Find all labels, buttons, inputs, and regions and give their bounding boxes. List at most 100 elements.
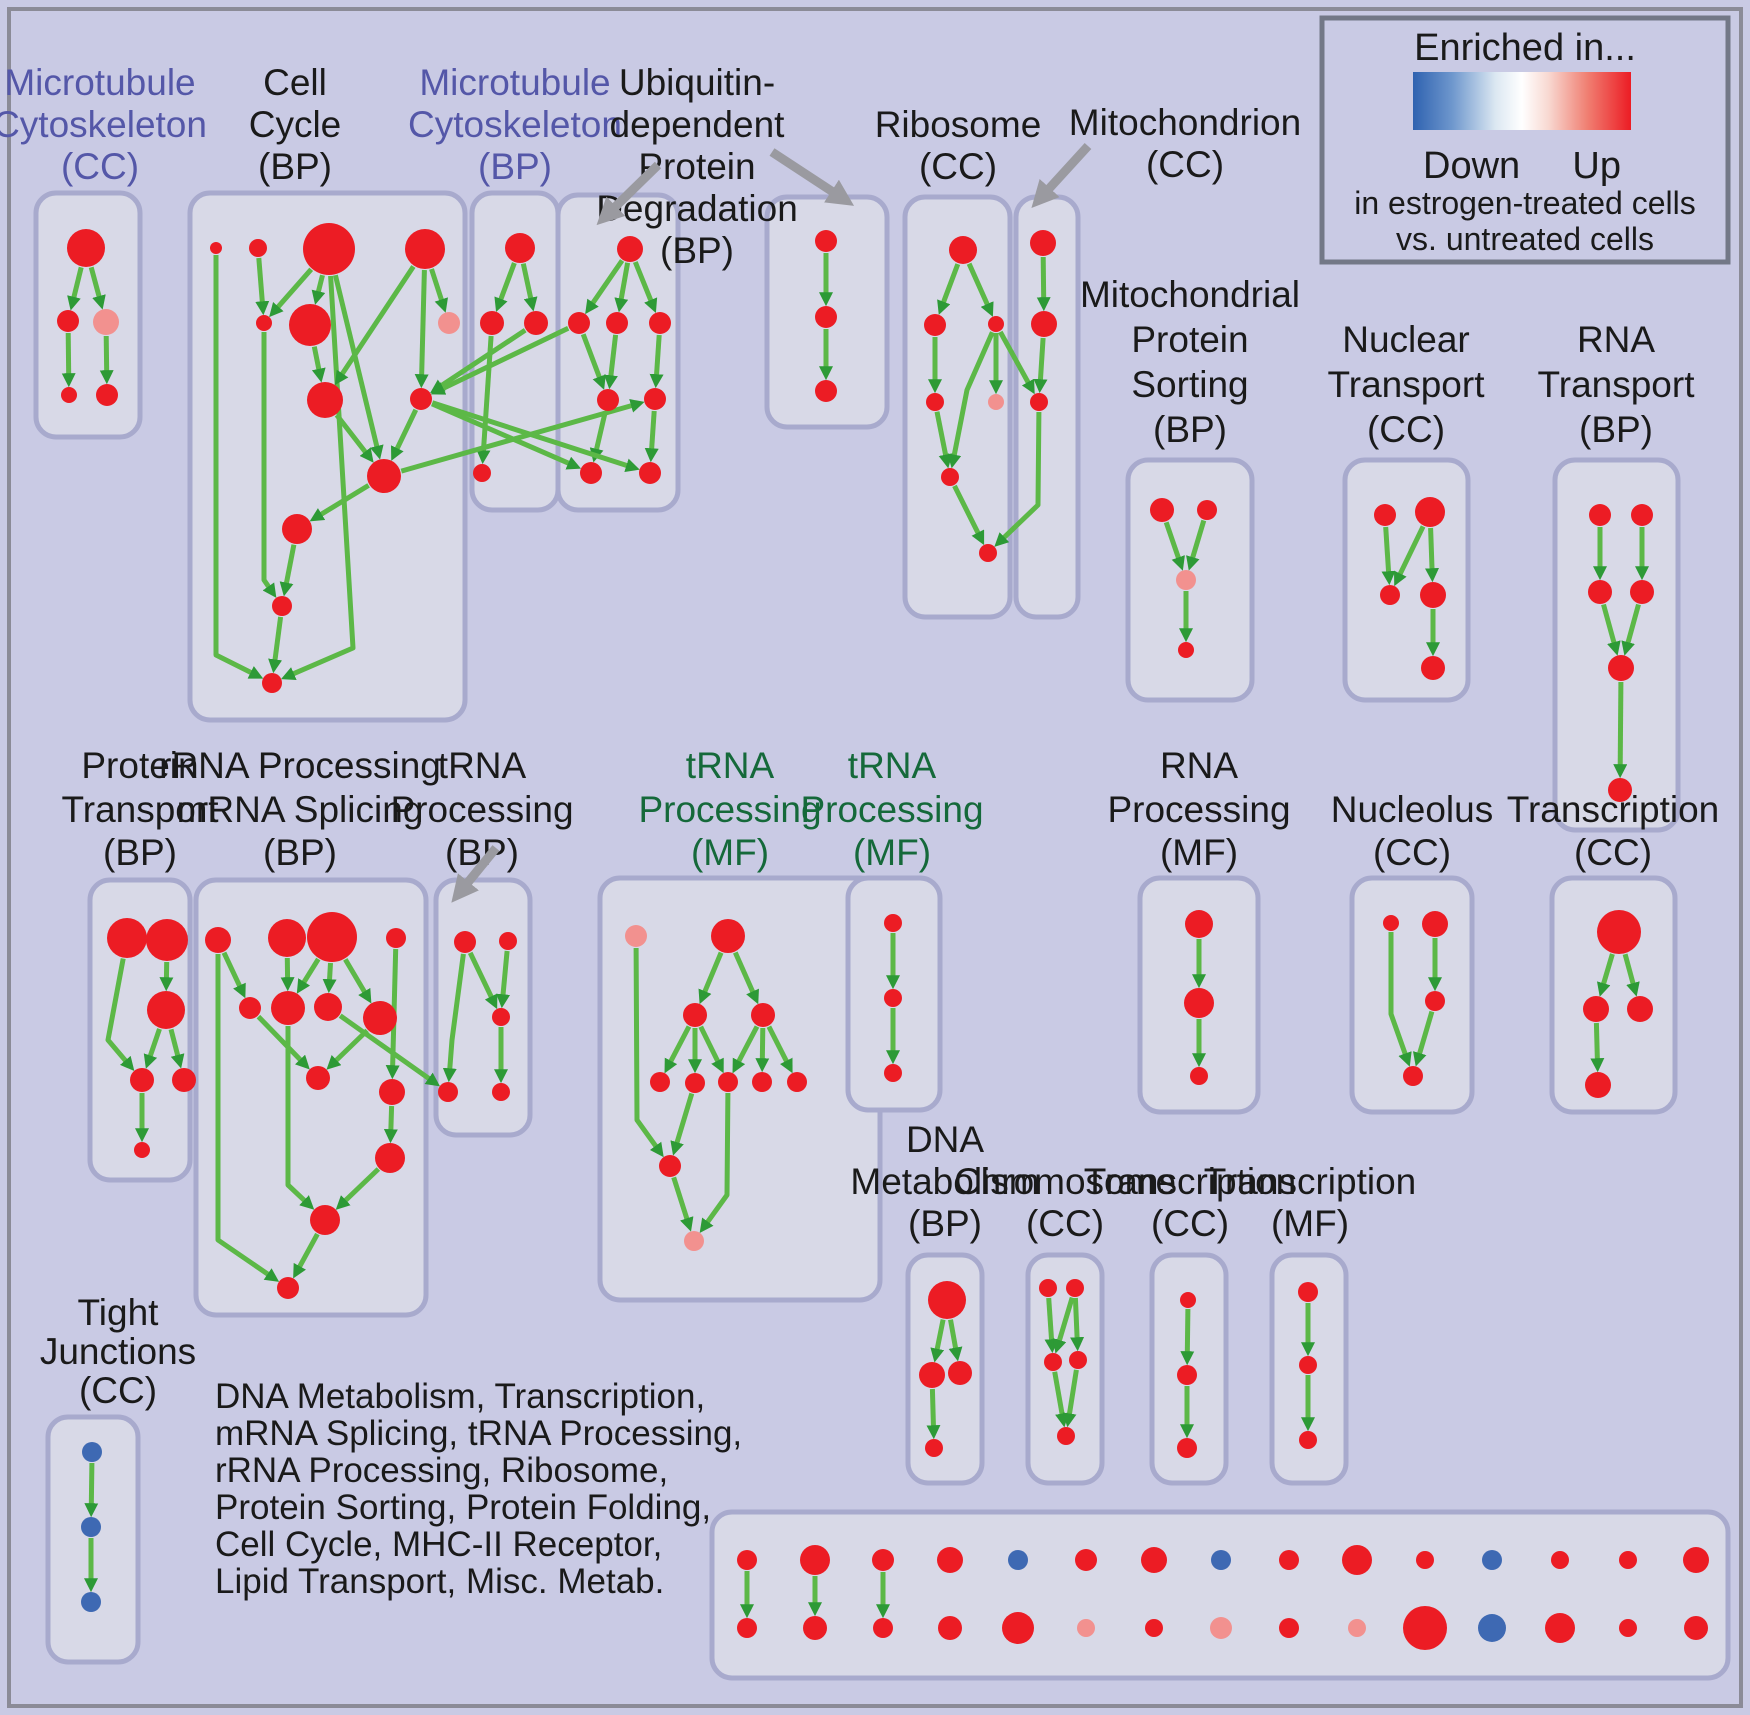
graph-node-misc-panel-27 — [1545, 1613, 1575, 1643]
graph-node-rna-transport-3 — [1630, 580, 1654, 604]
cluster-label-mt-bp: (BP) — [478, 146, 552, 187]
graph-edge — [1425, 527, 1439, 583]
graph-node-protein-transport-5 — [134, 1142, 150, 1158]
cluster-label-dna-metabolism: DNA — [906, 1119, 984, 1160]
graph-edge — [585, 259, 625, 315]
graph-edge — [994, 411, 1042, 547]
graph-edge — [61, 332, 76, 388]
labels: MicrotubuleCytoskeleton(CC)CellCycle(BP)… — [0, 15, 1731, 1601]
graph-node-ubiq-a-4 — [597, 389, 619, 411]
cluster-label-mitochondrion: (CC) — [1146, 144, 1224, 185]
graph-edge — [633, 947, 664, 1158]
graph-edge — [1621, 603, 1641, 656]
graph-node-misc-panel-16 — [803, 1616, 827, 1640]
graph-edge — [1590, 1022, 1605, 1073]
annotation-line: Cell Cycle, MHC-II Receptor, — [215, 1525, 662, 1564]
graph-node-rrna-mrna-5 — [271, 991, 305, 1025]
graph-edge — [279, 544, 297, 597]
graph-edge — [293, 1232, 320, 1279]
cluster-label-tight-junctions: Junctions — [40, 1331, 196, 1372]
graph-node-chromosome-0 — [1039, 1279, 1057, 1297]
graph-node-transcription-mf-2 — [1299, 1431, 1317, 1449]
graph-node-tight-junctions-0 — [82, 1442, 102, 1462]
graph-node-ribosome-4 — [988, 394, 1004, 410]
graph-edge — [467, 951, 498, 1010]
graph-node-transcription-cc-r2-2 — [1627, 996, 1653, 1022]
graph-node-mt-bp-2 — [524, 311, 548, 335]
graph-node-cell-cycle-6 — [438, 312, 460, 334]
cluster-label-tight-junctions: (CC) — [79, 1370, 157, 1411]
graph-node-protein-transport-2 — [147, 991, 185, 1029]
graph-edge — [1596, 953, 1615, 997]
graph-node-ubiq-a-3 — [649, 312, 671, 334]
graph-node-dna-metabolism-0 — [928, 1281, 966, 1319]
graph-node-mitochondrion-1 — [1031, 311, 1057, 337]
graph-edge — [589, 411, 608, 463]
cluster-label-mitochondrion: Mitochondrion — [1069, 102, 1301, 143]
graph-node-trna-bp-1 — [499, 932, 517, 950]
graph-node-rna-transport-1 — [1631, 504, 1653, 526]
graph-node-transcription-cc-r2-3 — [1585, 1072, 1611, 1098]
cluster-label-protein-transport: Protein — [81, 745, 198, 786]
graph-node-trna-mf-big-4 — [650, 1072, 670, 1092]
graph-edge — [1412, 1010, 1435, 1067]
cluster-label-cell-cycle: Cell — [263, 62, 327, 103]
cluster-label-mt-bp: Microtubule — [419, 62, 610, 103]
graph-edge — [334, 265, 416, 386]
graph-edge — [1163, 521, 1185, 571]
cluster-label-transcription-mf: Transcription — [1204, 1161, 1416, 1202]
graph-node-mt-cc-1 — [57, 310, 79, 332]
graph-node-cell-cycle-1 — [249, 239, 267, 257]
graph-node-ribosome-2 — [988, 316, 1004, 332]
graph-node-ubiq-a-1 — [568, 312, 590, 334]
graph-node-rrna-mrna-6 — [314, 993, 342, 1021]
graph-node-trna-mf-big-2 — [683, 1003, 707, 1027]
cluster-label-rna-transport: RNA — [1577, 319, 1655, 360]
pointer-arrow — [451, 845, 500, 903]
graph-node-trna-bp-2 — [492, 1008, 510, 1026]
cluster-label-nuclear-transport: (CC) — [1367, 409, 1445, 450]
graph-edge — [99, 335, 114, 385]
graph-node-misc-panel-24 — [1348, 1619, 1366, 1637]
cluster-label-rrna-mrna: (BP) — [263, 832, 337, 873]
graph-node-chromosome-1 — [1066, 1279, 1084, 1297]
annotation-line: rRNA Processing, Ribosome, — [215, 1451, 668, 1490]
graph-node-cell-cycle-11 — [272, 596, 292, 616]
graph-node-transcription-mf-0 — [1298, 1282, 1318, 1302]
graph-edge — [311, 274, 326, 305]
graph-node-trna-mf-small-0 — [884, 914, 902, 932]
cluster-label-mt-cc: (CC) — [61, 146, 139, 187]
graph-edge — [430, 328, 527, 394]
graph-node-cell-cycle-2 — [303, 223, 355, 275]
graph-node-trna-mf-big-5 — [685, 1073, 705, 1093]
graph-node-trna-mf-small-1 — [884, 989, 902, 1007]
graph-node-ribosome-1 — [924, 314, 946, 336]
graph-node-misc-panel-26 — [1478, 1614, 1506, 1642]
graph-node-ubiq-a-2 — [606, 312, 628, 334]
graph-node-ubiq-b-0 — [815, 230, 837, 252]
annotation-line: mRNA Splicing, tRNA Processing, — [215, 1414, 742, 1453]
graph-edge — [334, 413, 374, 463]
cluster-label-trna-mf-big: tRNA — [686, 745, 775, 786]
graph-node-misc-panel-1 — [800, 1545, 830, 1575]
cluster-label-chromosome: (CC) — [1026, 1203, 1104, 1244]
graph-edge — [998, 330, 1035, 395]
cluster-box-chromosome — [1025, 1252, 1105, 1486]
graph-node-transcription-cc-r2-1 — [1583, 996, 1609, 1022]
graph-node-trna-mf-big-9 — [659, 1155, 681, 1177]
graph-node-rna-transport-5 — [1608, 778, 1632, 802]
graph-node-cell-cycle-12 — [262, 673, 282, 693]
graph-edge — [698, 951, 724, 1005]
graph-node-nuclear-transport-2 — [1380, 585, 1400, 605]
cluster-label-rna-transport: (BP) — [1579, 409, 1653, 450]
cluster-label-chromosome: Chromosome — [954, 1161, 1176, 1202]
graph-edge — [699, 1092, 731, 1233]
graph-node-ribosome-6 — [979, 544, 997, 562]
graph-node-misc-panel-12 — [1551, 1551, 1569, 1569]
graph-edge — [732, 1025, 760, 1074]
graph-node-mito-sort-3 — [1178, 642, 1194, 658]
graph-node-tight-junctions-2 — [81, 1592, 101, 1612]
figure-frame — [7, 7, 1743, 1708]
